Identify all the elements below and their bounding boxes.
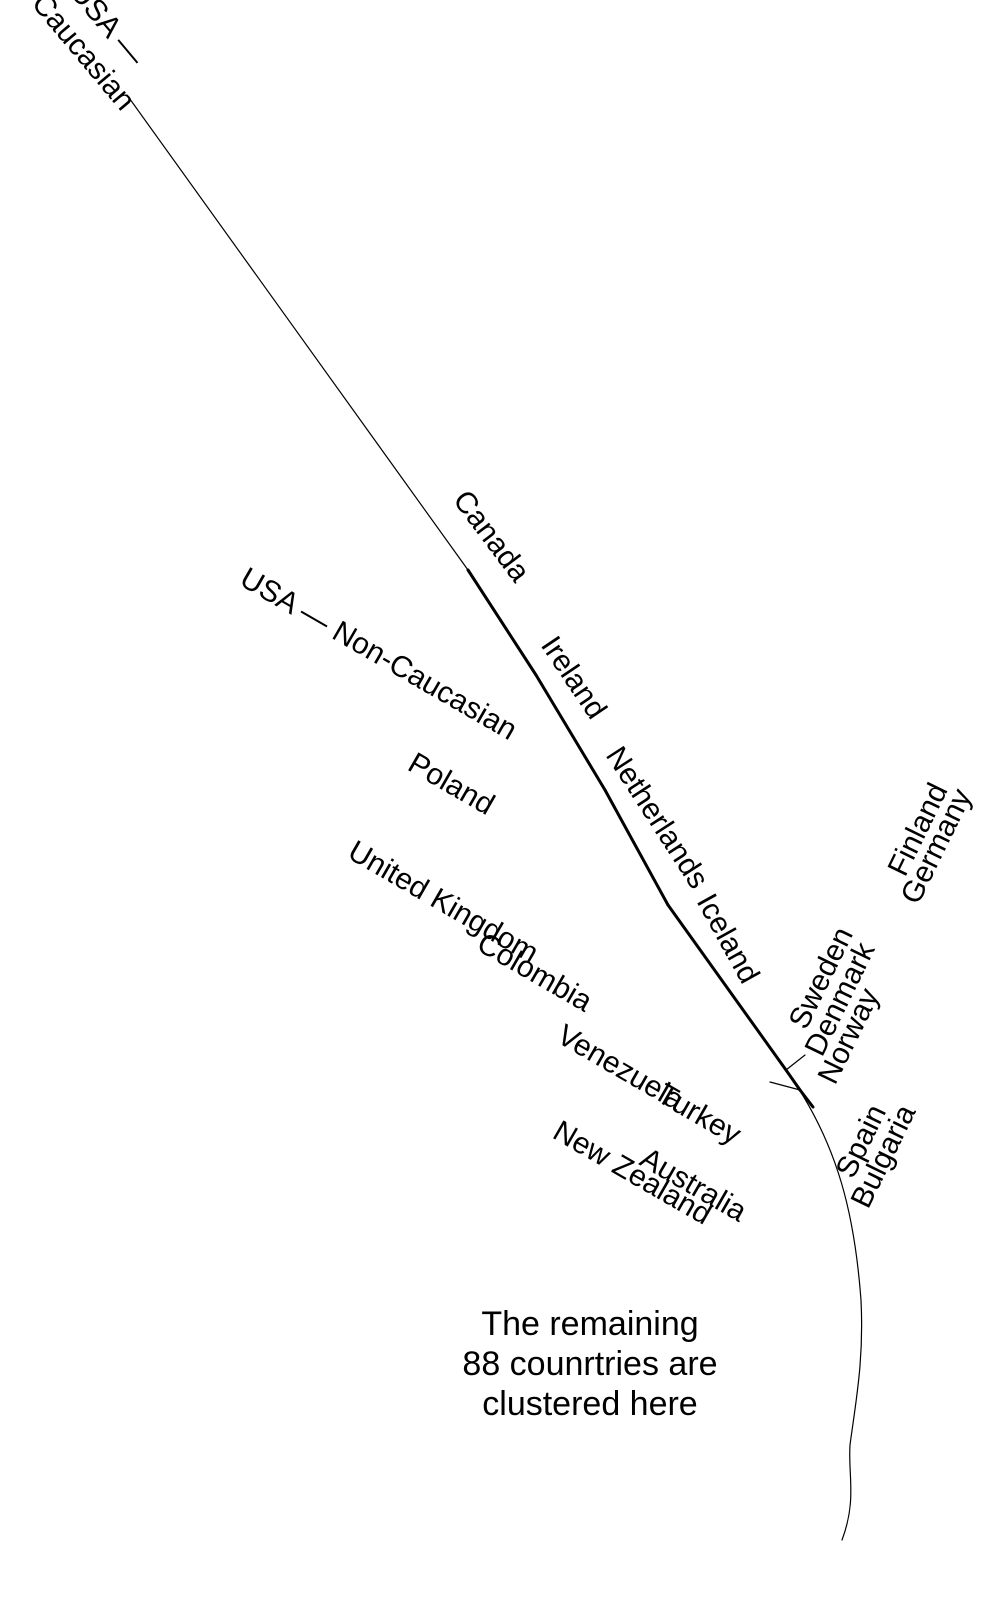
country-label-8: Iceland [690,888,766,989]
country-label-2: Canada [446,484,536,588]
dendrogram-thick-seg-0 [468,570,536,675]
country-label-6: Netherlands [599,741,715,895]
country-label-5: Poland [403,746,500,821]
cluster-note-line-1: 88 counrtries are [462,1345,717,1383]
cluster-note-line-2: clustered here [482,1385,697,1423]
dendrogram-branch-0 [786,1055,805,1070]
cluster-note-line-0: The remaining [481,1305,698,1343]
dendrogram-thick-seg-5 [800,1090,813,1107]
country-label-16: Turkey [652,1077,747,1151]
country-label-4: Ireland [534,630,613,725]
